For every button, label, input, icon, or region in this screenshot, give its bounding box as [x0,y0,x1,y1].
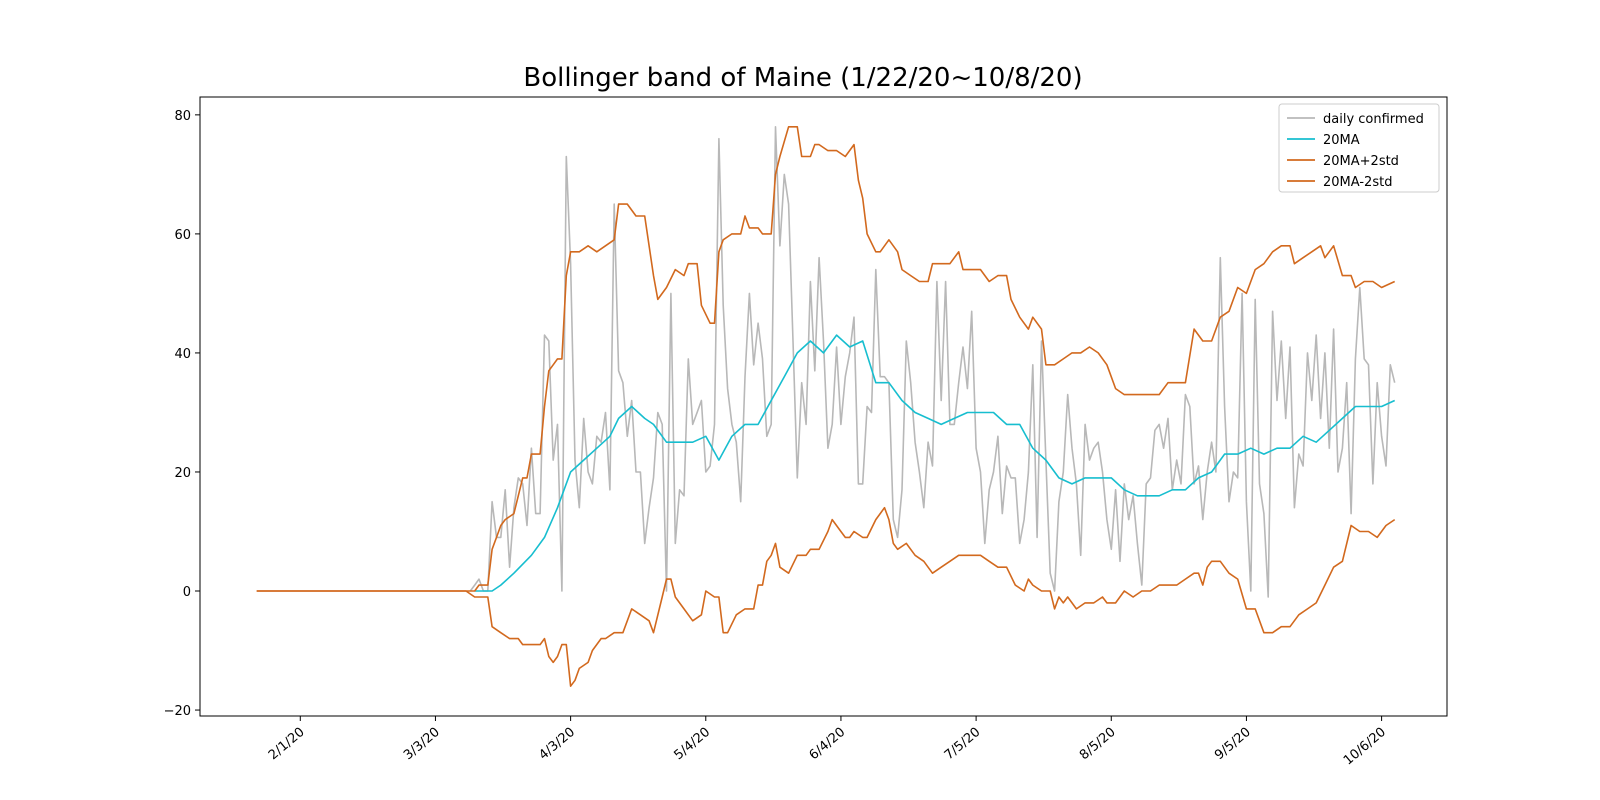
y-tick-label: 40 [174,347,191,362]
y-axis: −20 0 20 40 60 80 [164,109,200,719]
y-tick-label: 80 [174,109,191,124]
legend-label-20ma: 20MA [1323,133,1360,148]
series-line-20ma-minus-2std [256,506,1396,687]
legend-label-daily-confirmed: daily confirmed [1323,112,1424,127]
series-line-daily-confirmed [469,126,1396,598]
series-line-20ma [474,334,1396,592]
y-tick-label: 0 [183,585,191,600]
series-layer [256,126,1396,687]
y-tick-label: 60 [174,228,191,243]
chart-title: Bollinger band of Maine (1/22/20~10/8/20… [523,63,1082,93]
legend-label-20ma-minus-2std: 20MA-2std [1323,175,1392,190]
legend-label-20ma-plus-minus-2std: 20MA+2std [1323,154,1399,169]
y-tick-label: −20 [164,704,191,719]
legend-box [1278,103,1440,193]
legend: daily confirmed 20MA 20MA+2std 20MA-2std [1278,103,1440,193]
plot-frame [199,96,1448,717]
series-line-20ma-plus-minus-2std [256,126,1396,592]
y-tick-label: 20 [174,466,191,481]
